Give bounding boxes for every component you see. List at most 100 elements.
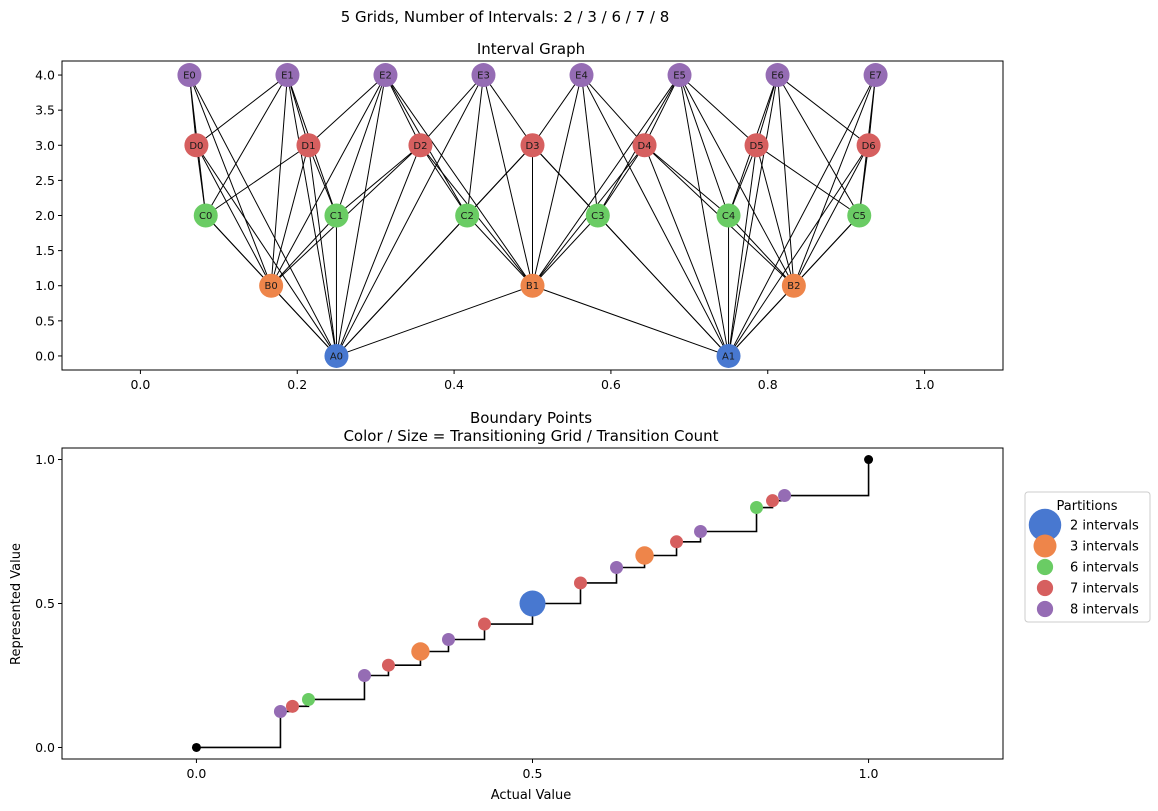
graph-edge-B0-E1 <box>270 75 288 286</box>
graph-node-circle-B2 <box>781 273 806 298</box>
graph-node-label-A1: A1 <box>722 351 735 362</box>
graph-edge-C1-E2 <box>335 74 386 216</box>
boundary-point-8 <box>519 590 546 617</box>
graph-edge-D1-E2 <box>308 74 386 146</box>
graph-edge-B0-C1 <box>270 215 337 287</box>
graph-node-E6: E6 <box>765 63 790 88</box>
graph-node-C2: C2 <box>455 203 480 228</box>
graph-edge-C2-D2 <box>420 144 468 216</box>
graph-node-circle-C2 <box>455 203 480 228</box>
graph-node-label-D5: D5 <box>750 141 764 152</box>
graph-node-B0: B0 <box>259 273 284 298</box>
graph-node-A0: A0 <box>324 343 349 368</box>
legend-entries: 2 intervals 3 intervals 6 intervals 7 inter… <box>1028 508 1139 618</box>
graph-edge-B0-D0 <box>195 145 272 286</box>
graph-node-label-C1: C1 <box>330 211 343 222</box>
graph-edge-C4-E5 <box>679 74 730 216</box>
graph-edge-D1-E1 <box>286 74 309 146</box>
graph-node-circle-E3 <box>471 63 496 88</box>
boundary-point-3 <box>357 668 371 682</box>
legend-marker <box>1036 558 1054 576</box>
graph-edge-A0-E2 <box>335 74 386 357</box>
top-y-tick-label: 1.5 <box>35 243 55 258</box>
boundary-point-1 <box>285 699 299 713</box>
graph-node-circle-B0 <box>259 273 284 298</box>
interval-graph-title: Interval Graph <box>477 40 585 58</box>
graph-node-D5: D5 <box>744 133 769 158</box>
legend-marker <box>1036 600 1054 618</box>
graph-edge-D6-E6 <box>777 74 869 146</box>
graph-edge-B0-D1 <box>270 145 309 286</box>
graph-node-circle-C3 <box>585 203 610 228</box>
graph-edge-A1-E7 <box>728 74 877 357</box>
graph-node-E7: E7 <box>863 63 888 88</box>
top-y-tick-label: 1.0 <box>35 278 55 293</box>
boundary-point-0 <box>273 704 287 718</box>
graph-edge-D3-E4 <box>532 74 582 146</box>
graph-edge-A1-E6 <box>728 74 779 357</box>
graph-node-circle-D2 <box>408 133 433 158</box>
graph-node-circle-D3 <box>520 133 545 158</box>
graph-node-C5: C5 <box>847 203 872 228</box>
graph-node-circle-E5 <box>667 63 692 88</box>
top-x-tick-label: 1.0 <box>915 377 935 392</box>
graph-node-E5: E5 <box>667 63 692 88</box>
graph-node-label-C0: C0 <box>199 211 212 222</box>
graph-edge-B1-C3 <box>532 215 599 287</box>
graph-edge-C5-E6 <box>777 74 860 216</box>
graph-node-E0: E0 <box>177 63 202 88</box>
top-y-tick-label: 2.5 <box>35 173 55 188</box>
graph-edge-D0-E1 <box>196 74 288 146</box>
graph-node-circle-D1 <box>296 133 321 158</box>
boundary-point-12 <box>670 535 684 549</box>
graph-edge-A0-D2 <box>335 145 421 357</box>
figure-suptitle: 5 Grids, Number of Intervals: 2 / 3 / 6 … <box>341 8 670 26</box>
graph-node-circle-E4 <box>569 63 594 88</box>
graph-node-circle-E6 <box>765 63 790 88</box>
graph-node-label-E4: E4 <box>575 71 588 82</box>
graph-edge-C4-D4 <box>644 144 729 216</box>
graph-edge-B2-E6 <box>777 75 795 286</box>
legend-entry: 7 intervals <box>1036 579 1139 597</box>
graph-node-circle-E2 <box>373 63 398 88</box>
graph-edge-C3-E4 <box>581 74 599 216</box>
graph-node-label-E7: E7 <box>869 71 882 82</box>
boundary-point-6 <box>441 632 455 646</box>
graph-node-circle-E1 <box>275 63 300 88</box>
legend-marker <box>1028 508 1062 542</box>
boundary-points-panel: Boundary Points Color / Size = Transitio… <box>9 409 1004 803</box>
graph-edge-B1-E4 <box>532 74 582 286</box>
graph-node-label-A0: A0 <box>330 351 343 362</box>
graph-node-D2: D2 <box>408 133 433 158</box>
graph-edge-A0-D0 <box>195 144 337 357</box>
bottom-x-tick-label: 0.0 <box>186 766 206 781</box>
graph-node-label-D4: D4 <box>638 141 652 152</box>
graph-edge-A0-E1 <box>286 74 337 357</box>
graph-node-label-B1: B1 <box>526 281 539 292</box>
boundary-point-14 <box>750 501 764 515</box>
endpoint-marker-0 <box>191 742 201 752</box>
graph-edge-A0-E3 <box>336 74 484 357</box>
graph-node-label-C5: C5 <box>853 211 866 222</box>
graph-edge-A1-E4 <box>581 74 729 357</box>
graph-node-circle-A0 <box>324 343 349 368</box>
graph-node-label-D1: D1 <box>301 141 315 152</box>
graph-edge-B2-C5 <box>793 215 860 287</box>
graph-node-circle-C1 <box>324 203 349 228</box>
graph-edge-C3-D4 <box>597 144 645 216</box>
interval-graph-panel: Interval Graph A0 A1 B0 B1 B2 C0 C1 C2 C3 C4 C5 D0 D… <box>35 40 1004 392</box>
graph-edge-B1-E5 <box>532 74 680 287</box>
graph-node-label-C2: C2 <box>460 211 473 222</box>
graph-edge-B2-E5 <box>679 74 795 286</box>
boundary-points-x-ticks: 0.0 0.5 1.0 <box>186 759 879 781</box>
bottom-y-tick-label: 1.0 <box>35 452 55 467</box>
legend-label: 8 intervals <box>1070 603 1139 618</box>
graph-node-circle-C4 <box>716 203 741 228</box>
boundary-points-title: Boundary Points <box>470 409 592 427</box>
top-y-tick-label: 0.0 <box>35 348 55 363</box>
graph-node-D4: D4 <box>632 133 657 158</box>
graph-edge-A1-B1 <box>532 285 729 357</box>
graph-node-label-D2: D2 <box>413 141 427 152</box>
graph-node-D1: D1 <box>296 133 321 158</box>
